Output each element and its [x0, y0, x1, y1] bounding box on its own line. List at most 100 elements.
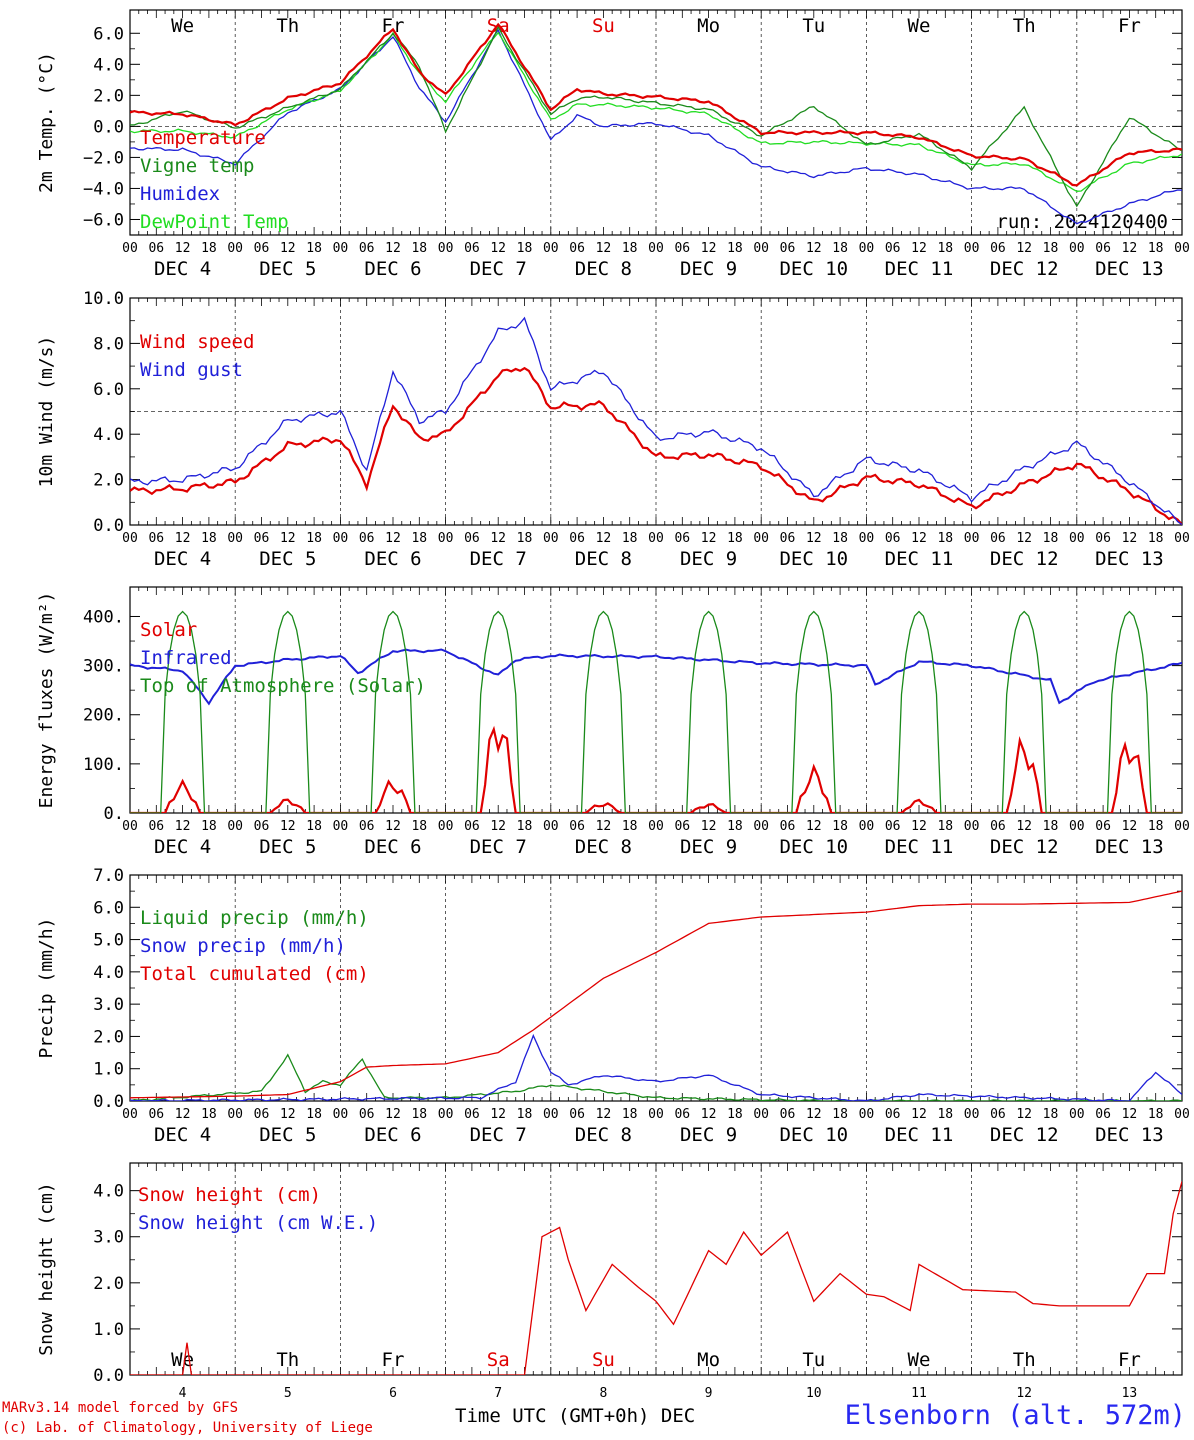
day-name: Mo: [697, 1349, 720, 1371]
day-name: Th: [276, 1349, 299, 1371]
date-label: DEC 10: [779, 1124, 848, 1146]
hour-tick-label: 12: [596, 241, 612, 256]
hour-tick-label: 18: [201, 819, 217, 834]
series-line-snow-height-cm-: [130, 1181, 1182, 1375]
hour-tick-label: 00: [648, 531, 664, 546]
date-label: DEC 6: [364, 836, 421, 858]
hour-tick-label: 12: [175, 241, 191, 256]
hour-tick-label: 06: [885, 1107, 901, 1122]
hour-tick-label: 06: [148, 1107, 164, 1122]
hour-tick-label: 12: [175, 531, 191, 546]
hour-tick-label: 18: [1148, 241, 1164, 256]
hour-tick-label: 12: [1122, 1107, 1138, 1122]
hour-tick-label: 00: [964, 1107, 980, 1122]
hour-tick-label: 18: [517, 1107, 533, 1122]
series-line-infrared: [130, 648, 1182, 706]
legend-entry: Total cumulated (cm): [140, 963, 369, 985]
hour-tick-label: 18: [201, 531, 217, 546]
hour-tick-label: 12: [385, 241, 401, 256]
day-number: 11: [911, 1386, 927, 1401]
hour-tick-label: 06: [780, 241, 796, 256]
hour-tick-label: 00: [859, 819, 875, 834]
hour-tick-label: 00: [122, 241, 138, 256]
hour-tick-label: 12: [806, 1107, 822, 1122]
hour-tick-label: 18: [937, 531, 953, 546]
date-label: DEC 11: [885, 548, 954, 570]
date-label: DEC 13: [1095, 1124, 1164, 1146]
station-title: Elsenborn (alt. 572m): [844, 1400, 1186, 1431]
y-tick-label: 0.0: [93, 1366, 124, 1386]
hour-tick-label: 18: [832, 1107, 848, 1122]
hour-tick-label: 18: [832, 819, 848, 834]
hour-tick-label: 06: [254, 531, 270, 546]
hour-tick-label: 12: [490, 1107, 506, 1122]
hour-tick-label: 18: [727, 1107, 743, 1122]
hour-tick-label: 06: [359, 241, 375, 256]
hour-tick-label: 00: [648, 1107, 664, 1122]
hour-tick-label: 18: [727, 241, 743, 256]
hour-tick-label: 00: [543, 819, 559, 834]
hour-tick-label: 12: [1016, 819, 1032, 834]
date-label: DEC 10: [779, 836, 848, 858]
hour-tick-label: 00: [753, 241, 769, 256]
hour-tick-label: 00: [543, 1107, 559, 1122]
hour-tick-label: 18: [622, 241, 638, 256]
hour-tick-label: 12: [806, 531, 822, 546]
date-label: DEC 7: [470, 1124, 527, 1146]
y-tick-label: −2.0: [83, 148, 124, 168]
date-label: DEC 12: [990, 258, 1059, 280]
hour-tick-label: 06: [359, 1107, 375, 1122]
hour-tick-label: 18: [1043, 241, 1059, 256]
y-tick-label: 2.0: [93, 1274, 124, 1294]
day-name: Th: [1013, 15, 1036, 37]
hour-tick-label: 18: [1148, 531, 1164, 546]
date-label: DEC 8: [575, 258, 632, 280]
date-label: DEC 6: [364, 1124, 421, 1146]
hour-tick-label: 06: [780, 1107, 796, 1122]
legend-entry: Solar: [140, 619, 197, 641]
hour-tick-label: 12: [701, 819, 717, 834]
hour-tick-label: 18: [411, 819, 427, 834]
hour-tick-label: 06: [254, 1107, 270, 1122]
hour-tick-label: 06: [148, 241, 164, 256]
date-label: DEC 9: [680, 836, 737, 858]
hour-tick-label: 18: [411, 531, 427, 546]
day-name: Tu: [802, 15, 825, 37]
date-label: DEC 6: [364, 258, 421, 280]
y-axis-label: 2m Temp. (°C): [36, 52, 57, 193]
hour-tick-label: 18: [937, 1107, 953, 1122]
hour-tick-label: 06: [254, 241, 270, 256]
day-name: We: [171, 15, 194, 37]
hour-tick-label: 06: [464, 819, 480, 834]
legend-entry: Liquid precip (mm/h): [140, 907, 369, 929]
hour-tick-label: 00: [438, 241, 454, 256]
hour-tick-label: 12: [385, 531, 401, 546]
hour-tick-label: 00: [122, 1107, 138, 1122]
hour-tick-label: 12: [1122, 241, 1138, 256]
hour-tick-label: 12: [596, 531, 612, 546]
date-label: DEC 9: [680, 1124, 737, 1146]
date-label: DEC 10: [779, 258, 848, 280]
legend-entry: Wind speed: [140, 331, 254, 353]
y-tick-label: 1.0: [93, 1060, 124, 1080]
y-tick-label: 100.: [83, 755, 124, 775]
hour-tick-label: 12: [806, 819, 822, 834]
hour-tick-label: 00: [333, 1107, 349, 1122]
series-line-wind-gust: [130, 316, 1182, 525]
y-tick-label: 2.0: [93, 471, 124, 491]
hour-tick-label: 12: [280, 531, 296, 546]
day-number: 6: [389, 1386, 397, 1401]
day-number: 13: [1122, 1386, 1138, 1401]
hour-tick-label: 18: [622, 531, 638, 546]
hour-tick-label: 00: [438, 1107, 454, 1122]
legend-entry: Snow precip (mm/h): [140, 935, 346, 957]
legend-entry: Humidex: [140, 183, 220, 205]
legend-entry: Vigne temp: [140, 155, 254, 177]
hour-tick-label: 00: [543, 531, 559, 546]
date-label: DEC 8: [575, 1124, 632, 1146]
y-tick-label: −4.0: [83, 179, 124, 199]
hour-tick-label: 18: [1148, 1107, 1164, 1122]
hour-tick-label: 12: [385, 819, 401, 834]
hour-tick-label: 12: [280, 819, 296, 834]
date-label: DEC 5: [259, 548, 316, 570]
